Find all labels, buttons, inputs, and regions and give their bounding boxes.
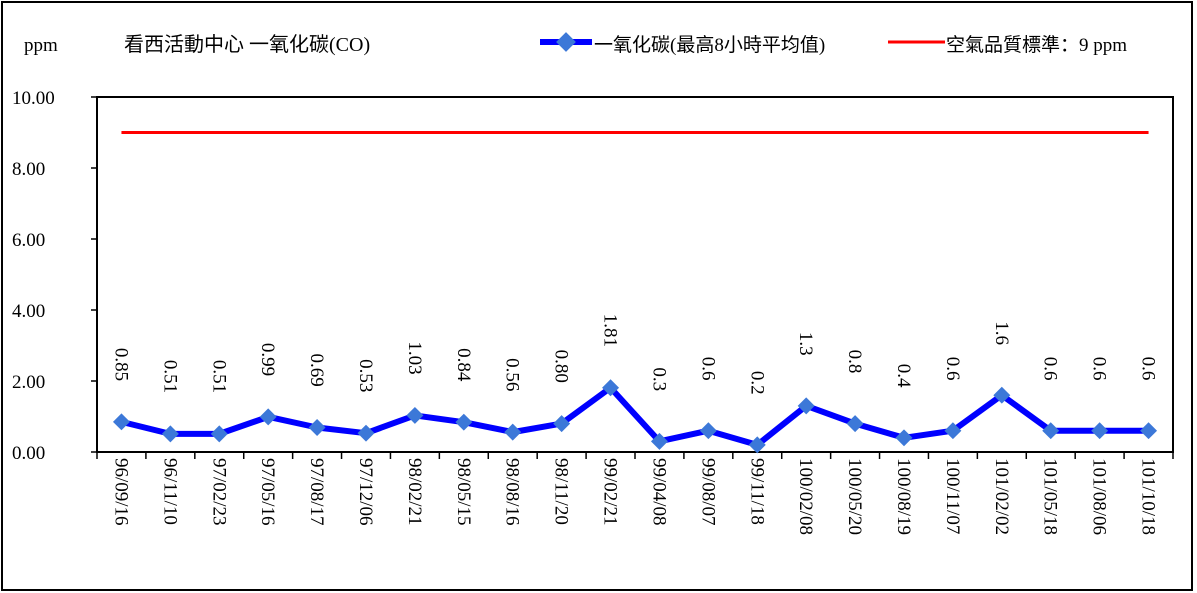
co-data-label: 0.6	[697, 357, 718, 381]
x-tick-label: 101/08/06	[1089, 458, 1110, 535]
co-data-label: 0.84	[453, 348, 474, 382]
co-data-point	[944, 422, 962, 440]
y-tick-label: 8.00	[12, 159, 45, 180]
co-data-label: 0.56	[502, 358, 523, 391]
y-axis: 0.00 2.00 4.00 6.00 8.00 10.00	[12, 88, 97, 464]
co-line	[120, 384, 1149, 448]
x-tick-label: 99/04/08	[648, 458, 669, 526]
y-tick-label: 10.00	[12, 88, 55, 109]
x-tick-label: 96/11/10	[159, 458, 180, 525]
co-data-label: 0.99	[257, 343, 278, 376]
co-data-point	[112, 413, 130, 431]
co-data-label: 0.2	[746, 371, 767, 395]
co-data-label: 0.69	[306, 354, 327, 387]
co-data-label: 0.85	[110, 348, 131, 381]
co-data-point	[308, 419, 326, 436]
co-data-label: 1.6	[991, 321, 1012, 345]
x-tick-label: 98/11/20	[551, 458, 572, 525]
co-data-point	[1091, 422, 1109, 440]
legend-co-label: 一氧化碳(最高8小時平均值)	[594, 34, 825, 56]
co-data-label: 1.81	[600, 314, 621, 347]
co-series	[112, 379, 1158, 454]
co-data-point	[406, 406, 424, 424]
co-data-point	[357, 424, 375, 442]
co-data-point	[650, 432, 668, 450]
x-tick-label: 100/05/20	[844, 458, 865, 535]
co-data-point	[553, 415, 571, 433]
x-tick-label: 97/08/17	[306, 458, 327, 526]
x-axis: 96/09/16 96/11/10 97/02/23 97/05/16 97/08/17…	[96, 452, 1174, 535]
data-labels: 0.85 0.51 0.510.99 0.69 0.531.03 0.84 0.56 0.80…	[110, 314, 1158, 395]
x-tick-label: 101/05/18	[1040, 458, 1061, 535]
y-tick-label: 4.00	[12, 301, 45, 322]
co-data-point	[504, 423, 522, 441]
y-axis-unit-label: ppm	[24, 35, 58, 56]
y-tick-label: 2.00	[12, 372, 45, 393]
co-data-label: 0.8	[844, 350, 865, 374]
co-data-point	[895, 429, 913, 447]
co-data-point	[161, 425, 179, 443]
co-data-point	[797, 397, 815, 415]
x-tick-label: 100/02/08	[795, 458, 816, 535]
co-data-label: 0.6	[1040, 357, 1061, 381]
co-data-point	[1140, 422, 1158, 440]
y-tick-label: 0.00	[12, 443, 45, 464]
co-data-point	[455, 413, 473, 431]
co-data-label: 0.51	[208, 360, 229, 393]
x-tick-label: 99/08/07	[697, 458, 718, 526]
x-tick-label: 98/02/21	[404, 458, 425, 526]
co-data-label: 0.53	[355, 359, 376, 392]
co-data-point	[699, 422, 717, 440]
co-data-label: 1.3	[795, 332, 816, 356]
co-data-point	[993, 386, 1011, 404]
x-tick-label: 97/12/06	[355, 458, 376, 526]
x-tick-label: 99/11/18	[746, 458, 767, 525]
x-tick-label: 97/02/23	[208, 458, 229, 526]
co-data-label: 0.80	[551, 350, 572, 383]
co-data-label: 0.3	[648, 367, 669, 391]
co-data-label: 0.6	[1138, 357, 1159, 381]
x-tick-label: 98/05/15	[453, 458, 474, 526]
co-data-label: 0.6	[942, 357, 963, 381]
x-tick-label: 100/08/19	[893, 458, 914, 535]
x-tick-label: 100/11/07	[942, 458, 963, 534]
x-tick-label: 96/09/16	[110, 458, 131, 526]
co-data-label: 0.6	[1089, 357, 1110, 381]
co-data-point	[259, 408, 277, 426]
co-data-label: 1.03	[404, 341, 425, 374]
chart-title: 看西活動中心 一氧化碳(CO)	[124, 33, 370, 56]
co-data-point	[846, 415, 864, 433]
co-data-label: 0.51	[159, 360, 180, 393]
co-data-point	[748, 436, 766, 454]
co-data-label: 0.4	[893, 364, 914, 388]
legend-standard-label: 空氣品質標準：9 ppm	[946, 34, 1127, 56]
co-data-point	[602, 379, 620, 397]
y-tick-label: 6.00	[12, 230, 45, 251]
x-tick-label: 101/02/02	[991, 458, 1012, 535]
legend: 一氧化碳(最高8小時平均值) 空氣品質標準：9 ppm	[540, 32, 1127, 56]
x-tick-label: 98/08/16	[502, 458, 523, 526]
legend-co-marker	[556, 32, 576, 52]
co-data-point	[210, 425, 228, 443]
x-tick-label: 97/05/16	[257, 458, 278, 526]
x-tick-label: 101/10/18	[1138, 458, 1159, 535]
x-tick-label: 99/02/21	[600, 458, 621, 526]
